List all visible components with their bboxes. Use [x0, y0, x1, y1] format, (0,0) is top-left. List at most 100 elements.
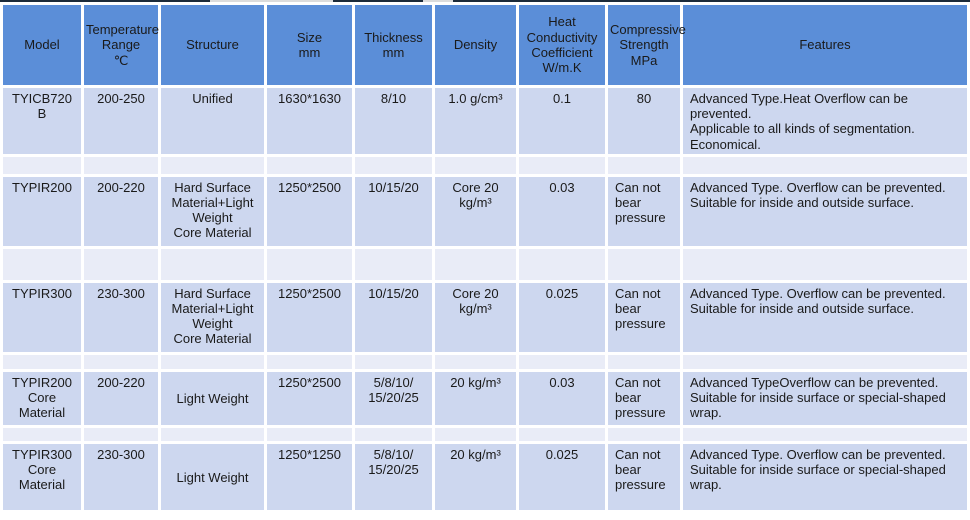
cell-structure: Light Weight	[161, 371, 264, 425]
column-header-structure: Structure	[161, 5, 264, 85]
cell-heat-conductivity: 0.025	[519, 443, 605, 510]
spacer-cell	[84, 354, 158, 369]
spacer-cell	[161, 248, 264, 280]
cell-structure: Hard Surface Material+Light Weight Core …	[161, 282, 264, 352]
table-header: Model Temperature Range ℃ Structure Size mm…	[3, 5, 967, 85]
spacer-cell	[267, 248, 352, 280]
cell-structure: Unified	[161, 88, 264, 154]
spacer-cell	[519, 427, 605, 441]
cell-thickness: 5/8/10/ 15/20/25	[355, 443, 432, 510]
cell-density: 1.0 g/cm³	[435, 88, 516, 154]
table-row: TYICB720 B 200-250 Unified 1630*1630 8/10 1.0…	[3, 88, 967, 154]
cell-size: 1630*1630	[267, 88, 352, 154]
cell-density: 20 kg/m³	[435, 443, 516, 510]
cell-features: Advanced TypeOverflow can be prevented. …	[683, 371, 967, 425]
spacer-cell	[355, 354, 432, 369]
spacer-cell	[84, 427, 158, 441]
column-header-model: Model	[3, 5, 81, 85]
cell-size: 1250*2500	[267, 176, 352, 246]
spacer-row	[3, 156, 967, 174]
cell-density: 20 kg/m³	[435, 371, 516, 425]
spacer-cell	[3, 156, 81, 174]
spacer-cell	[84, 156, 158, 174]
cell-heat-conductivity: 0.03	[519, 371, 605, 425]
table-row: TYPIR200 200-220 Hard Surface Material+Lig…	[3, 176, 967, 246]
spacer-cell	[608, 156, 680, 174]
cell-model: TYPIR200 Core Material	[3, 371, 81, 425]
cell-compressive-strength: Can not bear pressure	[608, 371, 680, 425]
cell-temperature-range: 230-300	[84, 282, 158, 352]
cell-size: 1250*2500	[267, 371, 352, 425]
cell-model: TYPIR200	[3, 176, 81, 246]
spacer-cell	[519, 248, 605, 280]
spacer-cell	[683, 427, 967, 441]
cell-temperature-range: 200-250	[84, 88, 158, 154]
cell-compressive-strength: 80	[608, 88, 680, 154]
spacer-cell	[435, 427, 516, 441]
cell-features: Advanced Type. Overflow can be prevented…	[683, 282, 967, 352]
cell-temperature-range: 230-300	[84, 443, 158, 510]
spacer-cell	[267, 427, 352, 441]
cell-features: Advanced Type. Overflow can be prevented…	[683, 176, 967, 246]
spacer-cell	[519, 156, 605, 174]
spacer-cell	[519, 354, 605, 369]
spacer-cell	[267, 156, 352, 174]
spacer-cell	[3, 248, 81, 280]
spacer-cell	[683, 156, 967, 174]
spacer-cell	[435, 156, 516, 174]
spacer-row	[3, 354, 967, 369]
spacer-cell	[3, 354, 81, 369]
table-row: TYPIR300 230-300 Hard Surface Material+Lig…	[3, 282, 967, 352]
cell-model: TYPIR300	[3, 282, 81, 352]
spacer-cell	[267, 354, 352, 369]
spacer-cell	[161, 156, 264, 174]
cell-structure: Light Weight	[161, 443, 264, 510]
cell-size: 1250*2500	[267, 282, 352, 352]
cell-heat-conductivity: 0.03	[519, 176, 605, 246]
spacer-cell	[355, 248, 432, 280]
header-row: Model Temperature Range ℃ Structure Size mm…	[3, 5, 967, 85]
column-header-thickness: Thickness mm	[355, 5, 432, 85]
spacer-cell	[683, 248, 967, 280]
cell-structure: Hard Surface Material+Light Weight Core …	[161, 176, 264, 246]
table-row: TYPIR200 Core Material 200-220 Light Weigh…	[3, 371, 967, 425]
column-header-compressive-strength: Compressive Strength MPa	[608, 5, 686, 85]
spacer-cell	[84, 248, 158, 280]
spacer-row	[3, 427, 967, 441]
spacer-cell	[435, 354, 516, 369]
table-row: TYPIR300 Core Material 230-300 Light Weigh…	[3, 443, 967, 510]
table-body: TYICB720 B 200-250 Unified 1630*1630 8/10 1.0…	[3, 88, 967, 510]
cell-density: Core 20 kg/m³	[435, 176, 516, 246]
cell-thickness: 10/15/20	[355, 282, 432, 352]
cell-temperature-range: 200-220	[84, 371, 158, 425]
cell-density: Core 20 kg/m³	[435, 282, 516, 352]
cell-compressive-strength: Can not bear pressure	[608, 282, 680, 352]
cell-thickness: 8/10	[355, 88, 432, 154]
spacer-cell	[355, 156, 432, 174]
spacer-cell	[608, 354, 680, 369]
spacer-cell	[161, 354, 264, 369]
cell-heat-conductivity: 0.025	[519, 282, 605, 352]
cell-model: TYPIR300 Core Material	[3, 443, 81, 510]
column-header-features: Features	[683, 5, 967, 85]
cell-thickness: 10/15/20	[355, 176, 432, 246]
top-edge-line	[0, 0, 970, 2]
spacer-cell	[355, 427, 432, 441]
cell-thickness: 5/8/10/ 15/20/25	[355, 371, 432, 425]
spacer-cell	[3, 427, 81, 441]
cell-features: Advanced Type.Heat Overflow can be preve…	[683, 88, 967, 154]
column-header-size: Size mm	[267, 5, 352, 85]
column-header-heat-conductivity: Heat Conductivity Coefficient W/m.K	[519, 5, 605, 85]
spacer-cell	[683, 354, 967, 369]
spacer-cell	[608, 427, 680, 441]
column-header-temperature-range: Temperature Range ℃	[84, 5, 159, 85]
cell-temperature-range: 200-220	[84, 176, 158, 246]
spacer-row	[3, 248, 967, 280]
cell-model: TYICB720 B	[3, 88, 81, 154]
spacer-cell	[608, 248, 680, 280]
cell-compressive-strength: Can not bear pressure	[608, 176, 680, 246]
cell-heat-conductivity: 0.1	[519, 88, 605, 154]
cell-size: 1250*1250	[267, 443, 352, 510]
